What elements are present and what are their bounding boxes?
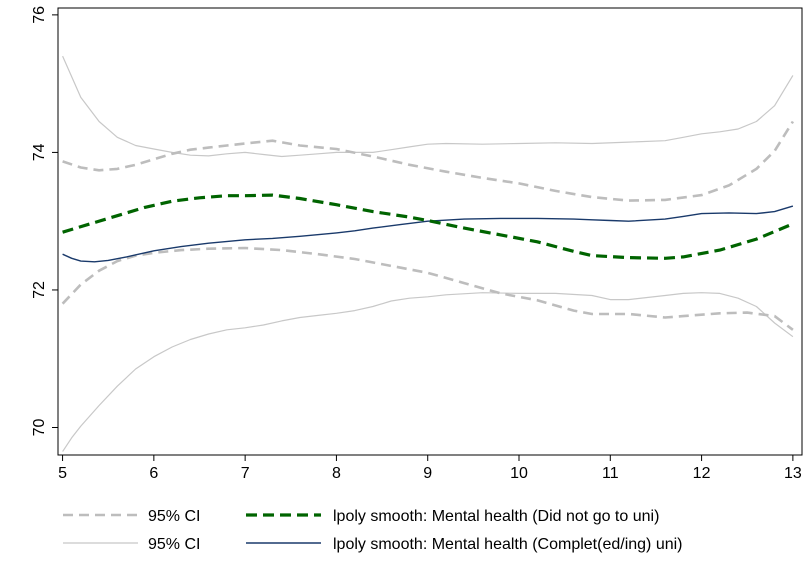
legend-label: lpoly smooth: Mental health (Did not go … [333,508,659,525]
series-line-completed-uni-smooth [62,205,794,263]
x-tick-label: 7 [241,465,250,482]
y-tick-label: 76 [31,6,48,24]
x-tick-label: 5 [58,465,67,482]
series-line-completed-uni-ci-lower [62,292,794,452]
y-tick-label: 74 [31,143,48,161]
x-tick-label: 11 [602,465,619,482]
x-tick-label: 12 [693,465,711,482]
y-tick-label: 70 [31,418,48,436]
y-tick-label: 72 [31,281,48,299]
plot-frame [57,7,803,456]
legend-label: 95% CI [148,508,200,525]
series-line-did-not-go-ci-upper [62,120,795,202]
x-tick-label: 13 [784,465,802,482]
x-tick-label: 9 [423,465,432,482]
series-line-completed-uni-ci-upper [62,55,794,158]
legend: 95% CI lpoly smooth: Mental health (Did n… [63,508,683,553]
legend-label: 95% CI [148,536,200,553]
series-line-did-not-go-smooth [62,193,794,260]
series-layer [61,55,795,452]
axis-layer: 5 6 7 8 9 10 11 12 13 70 72 74 76 [31,6,802,482]
legend-label: lpoly smooth: Mental health (Complet(ed/… [333,536,683,553]
series-line-did-not-go-ci-lower [61,246,794,331]
x-tick-label: 8 [332,465,341,482]
x-tick-label: 6 [149,465,158,482]
x-tick-label: 10 [510,465,528,482]
